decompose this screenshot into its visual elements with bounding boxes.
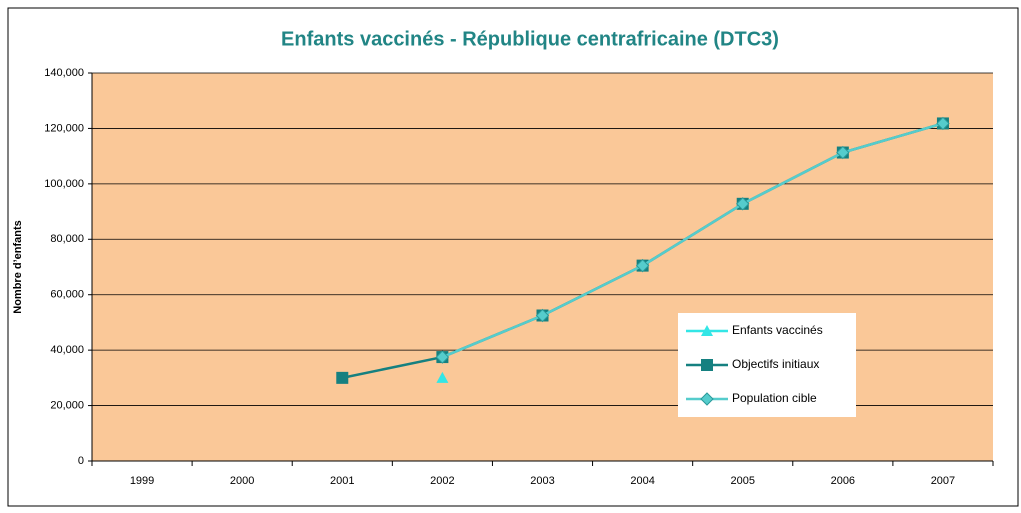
x-tick-label: 1999 [130,475,154,487]
y-tick-label: 140,000 [44,67,84,79]
legend-label: Population cible [732,391,817,405]
x-tick-label: 2003 [530,475,554,487]
y-tick-label: 80,000 [50,233,84,245]
x-tick-label: 2004 [630,475,654,487]
marker-diamond [635,258,650,273]
x-tick-label: 2002 [430,475,454,487]
marker-square [336,371,349,384]
marker-diamond [435,350,450,364]
legend-label: Objectifs initiaux [732,357,819,371]
marker-diamond [736,197,750,211]
y-axis-label: Nombre d’enfants [12,220,24,314]
marker-diamond [836,145,850,160]
x-tick-label: 2005 [730,475,754,487]
marker-square [701,359,713,371]
x-tick-label: 2007 [931,475,955,487]
x-tick-label: 2006 [831,475,855,487]
x-tick-label: 2001 [330,475,354,487]
marker-triangle [436,371,449,383]
y-tick-label: 40,000 [50,344,84,356]
marker-diamond [535,308,550,323]
y-tick-label: 100,000 [44,178,84,190]
y-tick-label: 20,000 [50,399,84,411]
y-tick-label: 120,000 [44,122,84,134]
legend-label: Enfants vaccinés [732,323,823,337]
marker-diamond [936,116,950,131]
y-tick-label: 60,000 [50,289,84,301]
x-tick-label: 2000 [230,475,254,487]
series-line [441,122,944,359]
y-tick-label: 0 [78,455,84,467]
marker-diamond [700,392,714,406]
chart-title: Enfants vaccinés - République centrafric… [281,28,779,50]
marker-triangle [701,325,713,336]
plot-area [92,73,993,461]
